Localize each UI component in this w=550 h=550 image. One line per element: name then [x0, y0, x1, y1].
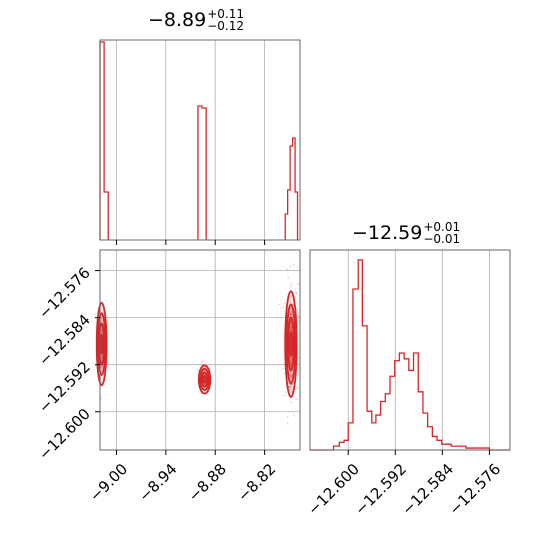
- scatter-point: [290, 310, 293, 314]
- title-param-1: −8.89 +0.11 −0.12: [148, 8, 244, 32]
- scatter-point: [290, 329, 293, 332]
- title-param-2-value: −12.59: [352, 222, 423, 244]
- scatter-point: [277, 303, 281, 306]
- scatter-point: [286, 422, 289, 425]
- scatter-point: [289, 373, 292, 377]
- scatter-point: [289, 385, 292, 388]
- hist-y-frame: [309, 249, 511, 451]
- scatter-xtick-label-2: −8.88: [185, 460, 230, 505]
- contour-1-core: [202, 375, 207, 384]
- title-param-1-value: −8.89: [148, 9, 207, 31]
- hist-y-bar-17: [409, 370, 414, 450]
- scatter-point: [284, 391, 287, 394]
- hist-y-bar-19: [418, 392, 423, 450]
- hist-x-frame: [99, 39, 301, 241]
- scatter-point: [292, 396, 295, 399]
- hist-y-bar-22: [432, 436, 437, 450]
- scatter-point: [289, 322, 292, 325]
- contour-2-core: [288, 331, 294, 357]
- scatter-point: [289, 362, 292, 365]
- scatter-point: [288, 385, 292, 389]
- hist-y-xtick-label-3: −12.576: [445, 460, 504, 519]
- title-param-2-plus: +0.01: [423, 220, 461, 234]
- scatter-point: [295, 398, 298, 401]
- hist-y-bar-16: [404, 359, 409, 450]
- title-param-2: −12.59 +0.01 −0.01: [352, 221, 460, 245]
- scatter-point: [292, 414, 296, 417]
- scatter-point: [282, 367, 286, 370]
- scatter-point: [283, 302, 286, 305]
- hist-y-bar-5: [353, 289, 358, 450]
- scatter-point: [290, 329, 293, 332]
- hist-y-bar-24: [442, 444, 451, 450]
- scatter-point: [287, 276, 290, 279]
- scatter-point: [289, 313, 292, 316]
- hist-y-bar-15: [399, 353, 404, 450]
- scatter-point: [290, 375, 293, 378]
- scatter-xtick-label-1: −8.94: [135, 460, 180, 505]
- scatter-points: [98, 263, 300, 425]
- scatter-point: [283, 394, 286, 397]
- hist-y-bar-8: [367, 411, 372, 450]
- scatter-point: [288, 385, 291, 388]
- scatter-xtick-label-0: −9.00: [86, 460, 131, 505]
- hist-y-bar-20: [423, 413, 428, 450]
- scatter-point: [285, 268, 288, 271]
- scatter-point: [290, 313, 293, 316]
- hist-y-bar-18: [414, 353, 419, 450]
- hist-y-bar-4: [348, 423, 353, 450]
- scatter-point: [289, 388, 292, 391]
- scatter-point: [289, 360, 292, 363]
- scatter-xtick-label-3: −8.82: [234, 460, 279, 505]
- scatter-point: [294, 291, 298, 294]
- scatter-point: [289, 313, 292, 316]
- hist-y-bar-23: [437, 440, 442, 450]
- scatter-frame: [99, 249, 301, 451]
- scatter-point: [290, 294, 293, 298]
- scatter-point: [282, 372, 285, 375]
- scatter-point: [289, 285, 292, 288]
- contour-0-core: [99, 333, 104, 355]
- hist-y-bar-9: [372, 423, 376, 450]
- scatter-point: [297, 356, 300, 359]
- scatter-point: [290, 401, 293, 404]
- title-param-1-plus: +0.11: [207, 7, 245, 21]
- scatter-point: [289, 265, 292, 268]
- scatter-point: [290, 283, 293, 286]
- hist-y-bar-21: [428, 427, 433, 450]
- scatter-point: [286, 415, 289, 418]
- hist-y-bar-10: [376, 415, 381, 450]
- hist-y-bar-2: [339, 442, 344, 450]
- hist-x-outline: [99, 41, 299, 240]
- hist-y-bar-12: [385, 394, 390, 450]
- scatter-point: [296, 283, 300, 286]
- scatter-point: [295, 292, 298, 295]
- scatter-point: [289, 313, 292, 316]
- hist-y-bar-11: [381, 402, 386, 451]
- hist-y-bar-7: [362, 326, 367, 450]
- scatter-point: [289, 313, 292, 316]
- title-param-1-minus: −0.12: [207, 19, 245, 33]
- scatter-point: [100, 366, 103, 369]
- scatter-point: [201, 360, 204, 363]
- scatter-point: [292, 263, 295, 266]
- hist-y-bar-13: [390, 376, 395, 450]
- scatter-ytick-label-0: −12.576: [35, 264, 94, 323]
- scatter-point: [289, 311, 292, 314]
- scatter-point: [295, 386, 299, 390]
- scatter-point: [297, 314, 300, 317]
- scatter-point: [281, 306, 285, 309]
- scatter-point: [290, 326, 293, 329]
- hist-y-outline: [310, 259, 510, 451]
- title-param-2-minus: −0.01: [423, 232, 461, 246]
